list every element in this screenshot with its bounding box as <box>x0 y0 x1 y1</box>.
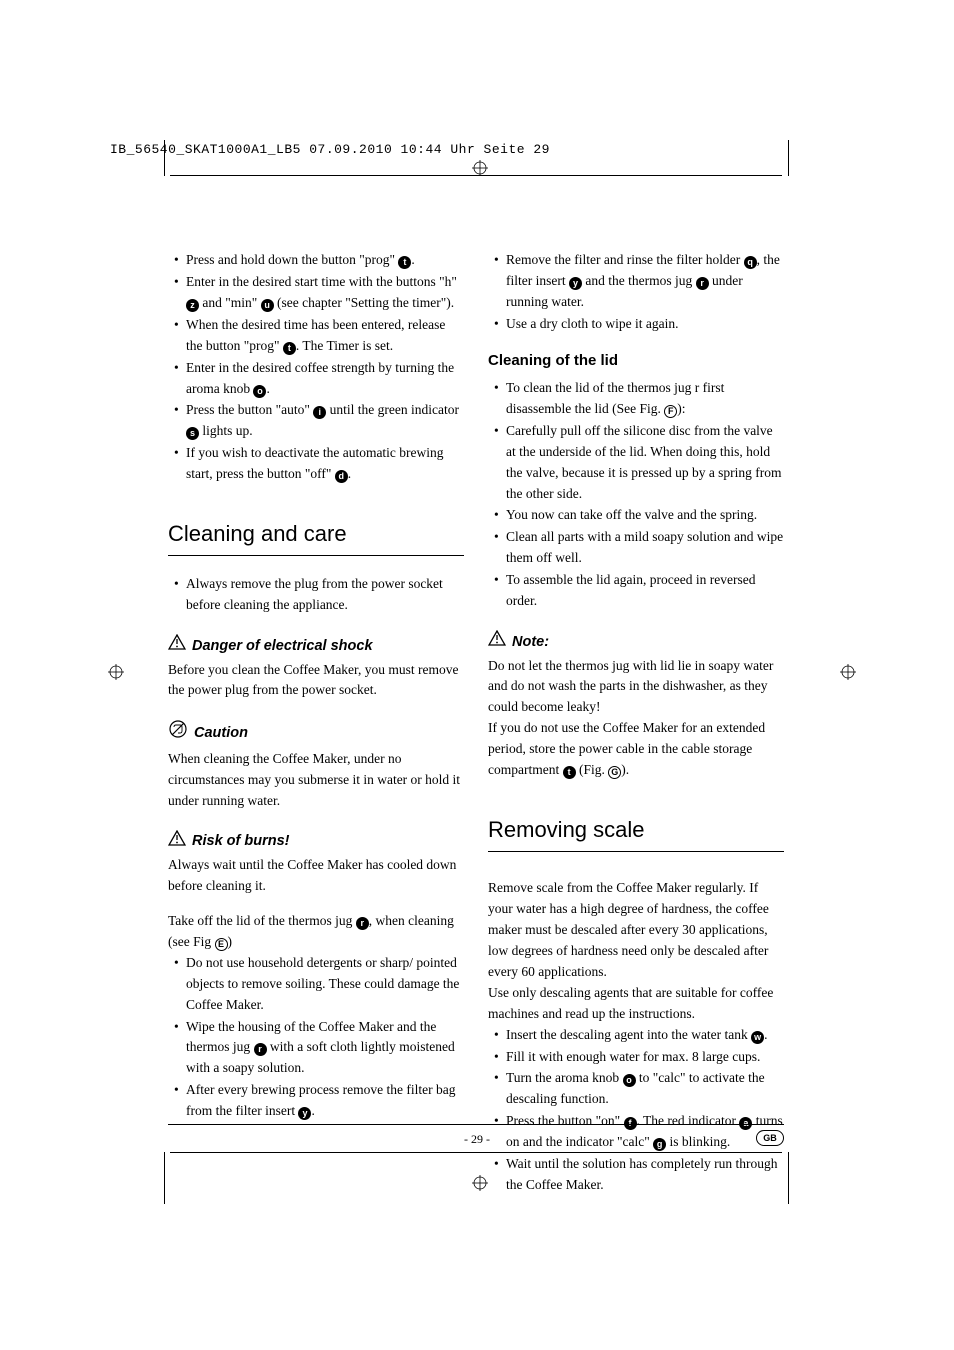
prohibit-icon <box>168 719 188 746</box>
content-columns: Press and hold down the button "prog" t.… <box>168 250 784 1197</box>
list-item: Wait until the solution has completely r… <box>488 1154 784 1196</box>
body-text: If you do not use the Coffee Maker for a… <box>488 718 784 781</box>
list-item: You now can take off the valve and the s… <box>488 505 784 526</box>
print-header: IB_56540_SKAT1000A1_LB5 07.09.2010 10:44… <box>110 142 550 157</box>
registration-mark-icon <box>472 160 488 176</box>
section-heading: Removing scale <box>488 813 784 852</box>
body-text: Remove scale from the Coffee Maker regul… <box>488 878 784 983</box>
page: IB_56540_SKAT1000A1_LB5 07.09.2010 10:44… <box>0 0 954 1350</box>
body-text: Use only descaling agents that are suita… <box>488 983 784 1025</box>
instruction-list: Do not use household detergents or sharp… <box>168 953 464 1122</box>
instruction-list: Remove the filter and rinse the filter h… <box>488 250 784 335</box>
list-item: To clean the lid of the thermos jug r fi… <box>488 378 784 420</box>
list-item: Fill it with enough water for max. 8 lar… <box>488 1047 784 1068</box>
crop-tick <box>788 140 789 176</box>
list-item: Enter in the desired coffee strength by … <box>168 358 464 400</box>
subsection-heading: Cleaning of the lid <box>488 349 784 372</box>
list-item: After every brewing process remove the f… <box>168 1080 464 1122</box>
warning-icon <box>488 630 506 653</box>
instruction-list: Insert the descaling agent into the wate… <box>488 1025 784 1196</box>
crop-rule-bottom <box>170 1152 782 1153</box>
body-text: When cleaning the Coffee Maker, under no… <box>168 749 464 812</box>
list-item: When the desired time has been entered, … <box>168 315 464 357</box>
crop-tick <box>788 1152 789 1204</box>
section-heading: Cleaning and care <box>168 517 464 556</box>
registration-mark-icon <box>840 664 856 680</box>
instruction-list: Press and hold down the button "prog" t.… <box>168 250 464 485</box>
warning-heading: Risk of burns! <box>168 830 464 853</box>
ref-icon: r <box>254 1043 267 1056</box>
list-item: Always remove the plug from the power so… <box>168 574 464 616</box>
page-number: - 29 - <box>0 1132 954 1147</box>
warning-heading: Caution <box>168 719 464 746</box>
warning-heading: Danger of electrical shock <box>168 634 464 657</box>
ref-icon: t <box>283 342 296 355</box>
ref-icon: t <box>398 256 411 269</box>
language-badge: GB <box>756 1130 784 1146</box>
ref-icon: r <box>696 277 709 290</box>
ref-icon: w <box>751 1031 764 1044</box>
ref-icon: y <box>298 1107 311 1120</box>
body-text: Take off the lid of the thermos jug r, w… <box>168 911 464 953</box>
ref-icon: d <box>335 470 348 483</box>
list-item: Clean all parts with a mild soapy soluti… <box>488 527 784 569</box>
list-item: To assemble the lid again, proceed in re… <box>488 570 784 612</box>
list-item: If you wish to deactivate the automatic … <box>168 443 464 485</box>
list-item: Remove the filter and rinse the filter h… <box>488 250 784 313</box>
list-item: Use a dry cloth to wipe it again. <box>488 314 784 335</box>
instruction-list: To clean the lid of the thermos jug r fi… <box>488 378 784 612</box>
body-text: Before you clean the Coffee Maker, you m… <box>168 660 464 702</box>
list-item: Carefully pull off the silicone disc fro… <box>488 421 784 505</box>
list-item: Insert the descaling agent into the wate… <box>488 1025 784 1046</box>
crop-tick <box>164 140 165 176</box>
instruction-list: Always remove the plug from the power so… <box>168 574 464 616</box>
ref-letter-icon: E <box>215 938 228 951</box>
ref-icon: o <box>623 1074 636 1087</box>
body-text: Always wait until the Coffee Maker has c… <box>168 855 464 897</box>
ref-letter-icon: G <box>608 766 621 779</box>
list-item: Press and hold down the button "prog" t. <box>168 250 464 271</box>
warning-icon <box>168 634 186 657</box>
list-item: Turn the aroma knob o to "calc" to activ… <box>488 1068 784 1110</box>
list-item: Do not use household detergents or sharp… <box>168 953 464 1016</box>
ref-icon: y <box>569 277 582 290</box>
ref-icon: t <box>563 766 576 779</box>
ref-icon: o <box>253 385 266 398</box>
right-column: Remove the filter and rinse the filter h… <box>488 250 784 1197</box>
registration-mark-icon <box>108 664 124 680</box>
ref-icon: z <box>186 299 199 312</box>
note-heading: Note: <box>488 630 784 653</box>
body-text: Do not let the thermos jug with lid lie … <box>488 656 784 719</box>
registration-mark-icon <box>472 1175 488 1191</box>
list-item: Press the button "auto" i until the gree… <box>168 400 464 442</box>
left-column: Press and hold down the button "prog" t.… <box>168 250 464 1197</box>
ref-icon: u <box>261 299 274 312</box>
ref-icon: q <box>744 256 757 269</box>
list-item: Wipe the housing of the Coffee Maker and… <box>168 1017 464 1080</box>
ref-icon: r <box>356 917 369 930</box>
crop-tick <box>164 1152 165 1204</box>
content-footer-rule <box>168 1124 784 1125</box>
ref-icon: s <box>186 427 199 440</box>
ref-letter-icon: F <box>664 405 677 418</box>
warning-icon <box>168 830 186 853</box>
list-item: Enter in the desired start time with the… <box>168 272 464 314</box>
ref-icon: i <box>313 406 326 419</box>
